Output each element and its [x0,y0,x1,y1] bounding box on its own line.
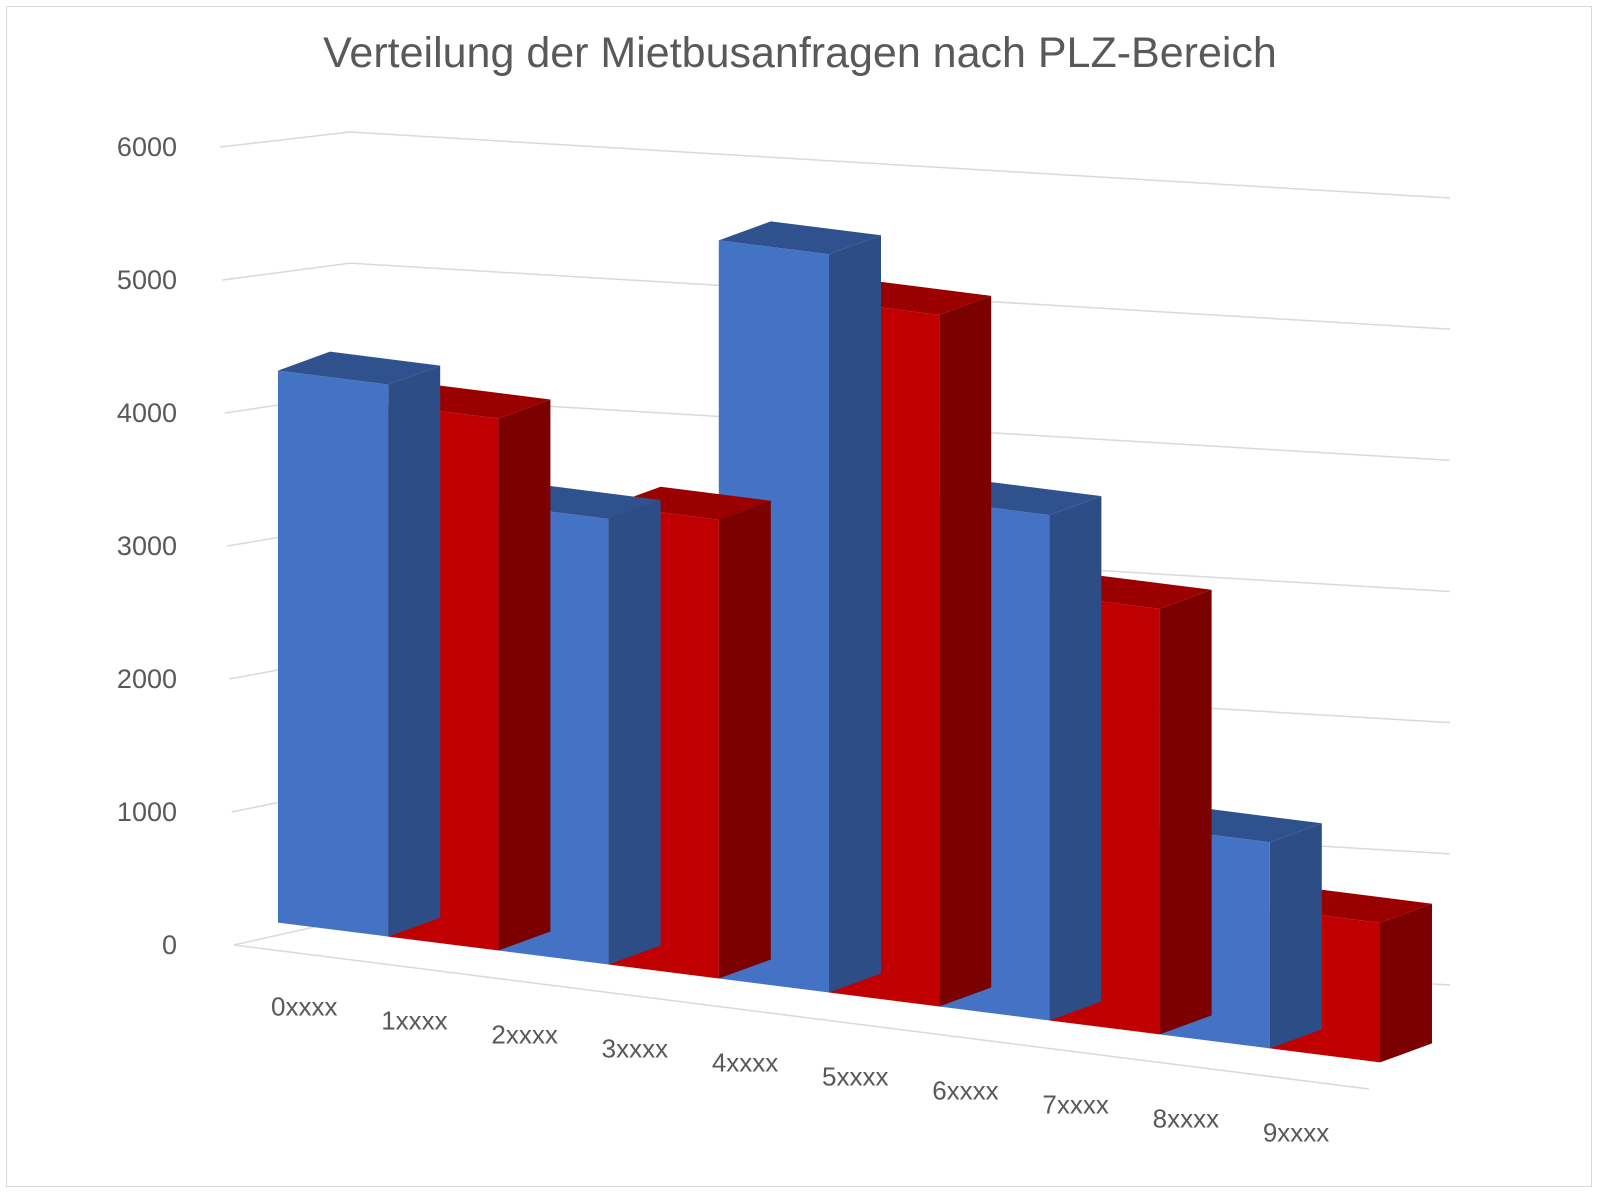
y-tick-label: 0 [162,930,177,960]
chart-title: Verteilung der Mietbusanfragen nach PLZ-… [323,29,1277,77]
bar-side-0xxxx [388,365,441,937]
y-tick-label: 2000 [117,664,177,694]
bar-0xxxx [278,370,389,937]
x-tick-label: 3xxxx [602,1034,668,1064]
x-tick-label: 2xxxx [491,1020,557,1050]
floor-edge [233,944,1370,1090]
bar-side-1xxxx [498,399,551,951]
bar-side-4xxxx [829,235,881,993]
gridline-side [222,262,351,281]
x-tick-label: 1xxxx [381,1006,447,1036]
x-tick-label: 8xxxx [1153,1103,1219,1133]
bar-top-3xxxx [608,486,771,520]
bar-side-6xxxx [1049,496,1102,1021]
gridline [349,131,1451,199]
y-tick-label: 3000 [117,531,177,561]
gridline-side [219,131,351,148]
x-tick-label: 6xxxx [932,1075,998,1105]
x-tick-label: 5xxxx [822,1061,888,1091]
bar-side-8xxxx [1269,823,1322,1049]
y-tick-label: 4000 [117,398,177,428]
bar-side-2xxxx [608,500,661,965]
bar-side-9xxxx [1380,903,1432,1063]
y-tick-label: 6000 [117,132,177,162]
bar-side-7xxxx [1159,589,1212,1035]
x-tick-label: 4xxxx [712,1048,778,1078]
chart-canvas: 0 1000 2000 3000 4000 5000 6000 0xxxx 1xxxx 2xxxx… [117,131,1451,1147]
x-tick-label: 9xxxx [1263,1117,1329,1147]
x-tick-label: 7xxxx [1042,1089,1108,1119]
bar-top-4xxxx [718,221,881,255]
bar-side-3xxxx [718,500,771,979]
bar-top-0xxxx [278,351,441,385]
x-tick-label: 0xxxx [271,992,337,1022]
chart-frame: Verteilung der Mietbusanfragen nach PLZ-… [6,6,1592,1187]
y-tick-label: 5000 [117,265,177,295]
y-tick-label: 1000 [117,797,177,827]
bar-side-5xxxx [939,295,992,1007]
